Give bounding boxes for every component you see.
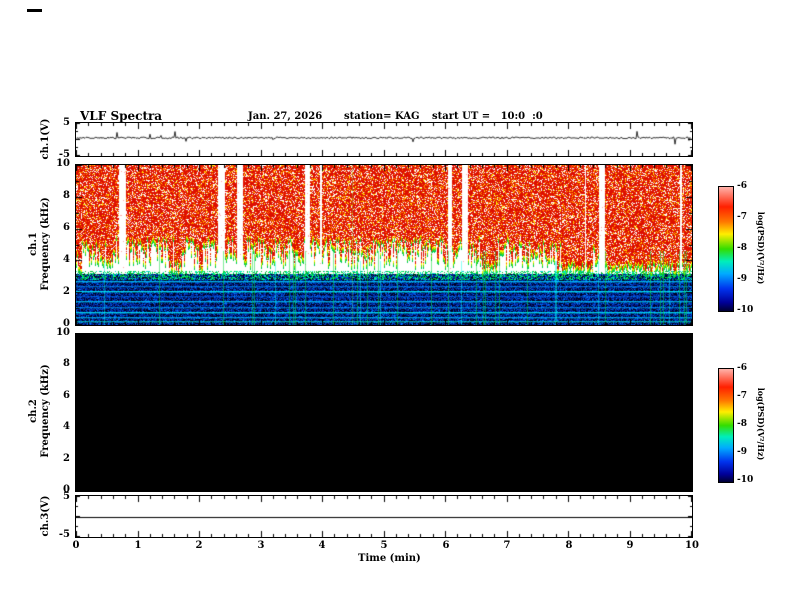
ch1v-axis-label: ch.1(V) — [40, 118, 51, 160]
spec2-ytick-10: 10 — [56, 327, 70, 338]
header-start-ut: start UT = 10:0 :0 — [432, 111, 543, 122]
xtick-6: 6 — [442, 540, 450, 551]
spec2-ytick-4: 4 — [63, 421, 70, 432]
cb2-tick-4: -10 — [737, 475, 754, 485]
colorbar-ch1 — [718, 186, 734, 312]
ch3-waveform-canvas — [76, 496, 692, 537]
spec2-frequency-label: Frequency (kHz) — [40, 364, 51, 458]
spec2-channel-label: ch.2 — [28, 399, 39, 423]
ch1-waveform-canvas — [76, 123, 692, 156]
corner-artifact-mark — [27, 9, 42, 12]
ch3v-axis-label: ch.3(V) — [40, 495, 51, 537]
ch3-waveform-panel — [75, 495, 693, 538]
spec1-channel-label: ch.1 — [28, 232, 39, 256]
cb1-tick-1: -7 — [737, 212, 747, 222]
spec1-ytick-10: 10 — [56, 158, 70, 169]
cb2-tick-3: -9 — [737, 447, 747, 457]
cb2-axis-label: log(PSD)(V²/Hz) — [756, 387, 766, 461]
spec1-ytick-4: 4 — [63, 254, 70, 265]
x-axis-label: Time (min) — [358, 553, 421, 564]
cb1-tick-4: -10 — [737, 305, 754, 315]
spec2-ytick-0: 0 — [63, 484, 70, 495]
xtick-8: 8 — [565, 540, 573, 551]
xtick-10: 10 — [685, 540, 699, 551]
spec1-ytick-2: 2 — [63, 286, 70, 297]
header-station: station= KAG — [344, 111, 420, 122]
spec1-ytick-6: 6 — [63, 222, 70, 233]
spec1-ytick-8: 8 — [63, 190, 70, 201]
xtick-5: 5 — [380, 540, 388, 551]
cb1-tick-0: -6 — [737, 181, 747, 191]
ch3v-ytick-max: 5 — [63, 491, 70, 502]
xtick-1: 1 — [134, 540, 142, 551]
cb2-tick-2: -8 — [737, 419, 747, 429]
xtick-0: 0 — [72, 540, 80, 551]
spec2-ytick-8: 8 — [63, 358, 70, 369]
xtick-2: 2 — [195, 540, 203, 551]
header-date: Jan. 27, 2026 — [248, 111, 323, 122]
cb1-tick-3: -9 — [737, 274, 747, 284]
ch1-spectrogram-canvas — [76, 165, 692, 325]
xtick-9: 9 — [626, 540, 634, 551]
ch2-spectrogram-canvas — [76, 334, 692, 491]
ch1v-ytick-max: 5 — [63, 117, 70, 128]
cb2-tick-0: -6 — [737, 363, 747, 373]
cb2-tick-1: -7 — [737, 391, 747, 401]
spec1-ytick-0: 0 — [63, 318, 70, 329]
ch1-spectrogram-panel — [75, 164, 693, 326]
spec2-ytick-2: 2 — [63, 453, 70, 464]
xtick-4: 4 — [318, 540, 326, 551]
figure-title: VLF Spectra — [80, 109, 163, 123]
ch1v-ytick-min: -5 — [58, 149, 70, 160]
ch1-waveform-panel — [75, 122, 693, 157]
cb1-axis-label: log(PSD)(V²/Hz) — [756, 211, 766, 285]
spec2-ytick-6: 6 — [63, 390, 70, 401]
ch3v-ytick-min: -5 — [58, 529, 70, 540]
cb1-tick-2: -8 — [737, 243, 747, 253]
spec1-frequency-label: Frequency (kHz) — [40, 197, 51, 291]
colorbar-ch2 — [718, 368, 734, 483]
xtick-7: 7 — [503, 540, 511, 551]
xtick-3: 3 — [257, 540, 265, 551]
ch2-spectrogram-panel — [75, 333, 693, 492]
